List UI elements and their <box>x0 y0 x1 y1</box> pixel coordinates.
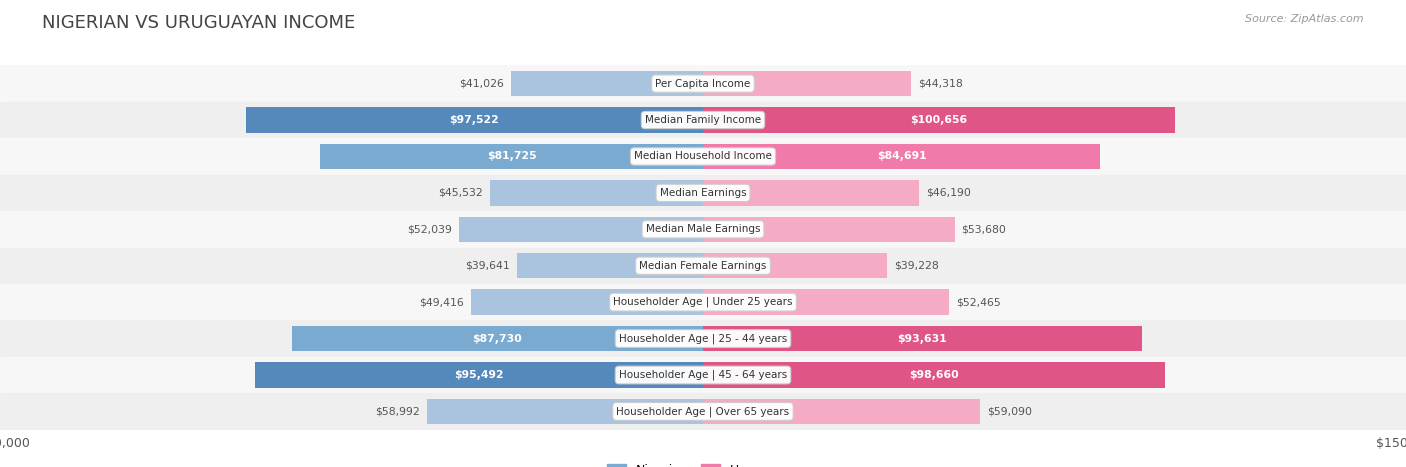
Text: $41,026: $41,026 <box>458 78 503 89</box>
Bar <box>0 65 1406 102</box>
Text: Householder Age | Under 25 years: Householder Age | Under 25 years <box>613 297 793 307</box>
Text: $53,680: $53,680 <box>962 224 1007 234</box>
Bar <box>0 357 1406 393</box>
Bar <box>703 399 980 424</box>
Bar <box>460 217 703 242</box>
Text: $49,416: $49,416 <box>419 297 464 307</box>
Bar <box>0 138 1406 175</box>
Text: Source: ZipAtlas.com: Source: ZipAtlas.com <box>1246 14 1364 24</box>
Bar <box>426 399 703 424</box>
Bar <box>0 211 1406 248</box>
Text: Median Earnings: Median Earnings <box>659 188 747 198</box>
Text: $98,660: $98,660 <box>910 370 959 380</box>
Text: NIGERIAN VS URUGUAYAN INCOME: NIGERIAN VS URUGUAYAN INCOME <box>42 14 356 32</box>
Text: $93,631: $93,631 <box>897 333 948 344</box>
Bar <box>510 71 703 96</box>
Text: $52,465: $52,465 <box>956 297 1001 307</box>
Bar <box>0 248 1406 284</box>
Text: $81,725: $81,725 <box>486 151 536 162</box>
Bar <box>0 320 1406 357</box>
Text: Median Household Income: Median Household Income <box>634 151 772 162</box>
Text: Median Female Earnings: Median Female Earnings <box>640 261 766 271</box>
Text: $59,090: $59,090 <box>987 406 1032 417</box>
Bar <box>246 107 703 133</box>
Bar <box>256 362 703 388</box>
Bar <box>703 217 955 242</box>
Bar <box>489 180 703 205</box>
Text: $58,992: $58,992 <box>375 406 419 417</box>
Bar <box>703 362 1166 388</box>
Text: $46,190: $46,190 <box>927 188 972 198</box>
Text: $44,318: $44,318 <box>918 78 963 89</box>
Bar <box>703 290 949 315</box>
Bar <box>703 253 887 278</box>
Text: $39,228: $39,228 <box>894 261 939 271</box>
Bar <box>703 107 1175 133</box>
Text: Median Male Earnings: Median Male Earnings <box>645 224 761 234</box>
Text: $52,039: $52,039 <box>408 224 453 234</box>
Text: $84,691: $84,691 <box>877 151 927 162</box>
Bar <box>703 71 911 96</box>
Bar <box>703 180 920 205</box>
Text: $95,492: $95,492 <box>454 370 503 380</box>
Text: Householder Age | 25 - 44 years: Householder Age | 25 - 44 years <box>619 333 787 344</box>
Text: $45,532: $45,532 <box>437 188 482 198</box>
Text: Householder Age | 45 - 64 years: Householder Age | 45 - 64 years <box>619 370 787 380</box>
Bar <box>292 326 703 351</box>
Bar <box>321 144 703 169</box>
Bar <box>517 253 703 278</box>
Bar <box>0 175 1406 211</box>
Bar <box>0 284 1406 320</box>
Bar <box>0 393 1406 430</box>
Bar <box>0 102 1406 138</box>
Text: $39,641: $39,641 <box>465 261 510 271</box>
Bar <box>471 290 703 315</box>
Text: $100,656: $100,656 <box>910 115 967 125</box>
Text: $97,522: $97,522 <box>450 115 499 125</box>
Text: Householder Age | Over 65 years: Householder Age | Over 65 years <box>616 406 790 417</box>
Text: Per Capita Income: Per Capita Income <box>655 78 751 89</box>
Bar <box>703 326 1142 351</box>
Legend: Nigerian, Uruguayan: Nigerian, Uruguayan <box>602 459 804 467</box>
Text: $87,730: $87,730 <box>472 333 522 344</box>
Text: Median Family Income: Median Family Income <box>645 115 761 125</box>
Bar <box>703 144 1099 169</box>
